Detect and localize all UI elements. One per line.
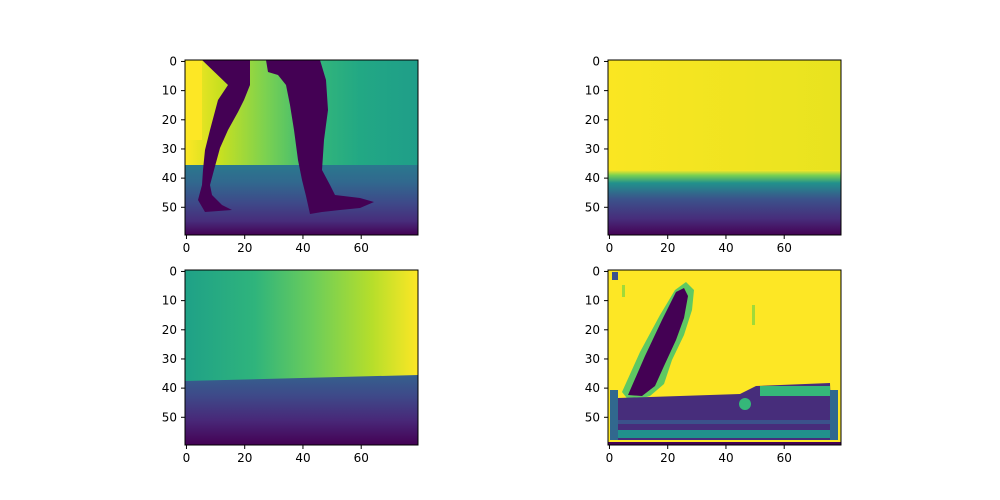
y-tick-label: 50 (162, 410, 177, 424)
y-tick-label: 50 (585, 200, 600, 214)
y-tick-label: 10 (162, 84, 177, 98)
x-tick-label: 0 (183, 451, 191, 465)
y-tick-label: 10 (585, 294, 600, 308)
x-tick-label: 20 (237, 241, 252, 255)
x-tick-label: 20 (237, 451, 252, 465)
x-tick-label: 60 (354, 451, 369, 465)
y-tick-label: 20 (162, 113, 177, 127)
x-tick-label: 40 (295, 241, 310, 255)
y-ticks-bottom-left: 0 10 20 30 40 50 (162, 264, 185, 424)
y-tick-label: 20 (585, 323, 600, 337)
y-tick-label: 30 (162, 352, 177, 366)
y-tick-label: 10 (585, 84, 600, 98)
heatmap-panel-top-left: 0 20 40 60 0 10 20 30 40 50 (162, 54, 418, 255)
x-tick-label: 40 (295, 451, 310, 465)
y-ticks-top-left: 0 10 20 30 40 50 (162, 54, 185, 214)
y-ticks-bottom-right: 0 10 20 30 40 50 (585, 264, 608, 424)
x-tick-label: 60 (777, 451, 792, 465)
heatmap-image-bottom-right (608, 270, 841, 445)
y-tick-label: 10 (162, 294, 177, 308)
heatmap-image-top-right (608, 60, 841, 235)
heatmap-panel-bottom-right: 0 20 40 60 0 10 20 30 40 50 (585, 264, 841, 465)
x-tick-label: 40 (718, 451, 733, 465)
y-tick-label: 20 (585, 113, 600, 127)
y-tick-label: 0 (592, 264, 600, 278)
y-tick-label: 40 (162, 381, 177, 395)
y-tick-label: 0 (592, 54, 600, 68)
heatmap-image-bottom-left (185, 270, 418, 445)
y-tick-label: 0 (169, 264, 177, 278)
x-tick-label: 0 (606, 241, 614, 255)
y-tick-label: 50 (162, 200, 177, 214)
y-tick-label: 50 (585, 410, 600, 424)
heatmap-panel-bottom-left: 0 20 40 60 0 10 20 30 40 50 (162, 264, 418, 465)
y-tick-label: 30 (585, 142, 600, 156)
y-tick-label: 30 (162, 142, 177, 156)
x-ticks-top-right: 0 20 40 60 (606, 235, 792, 255)
x-ticks-top-left: 0 20 40 60 (183, 235, 369, 255)
x-tick-label: 60 (777, 241, 792, 255)
x-tick-label: 40 (718, 241, 733, 255)
y-tick-label: 40 (162, 171, 177, 185)
y-tick-label: 40 (585, 171, 600, 185)
x-tick-label: 0 (183, 241, 191, 255)
y-tick-label: 0 (169, 54, 177, 68)
y-ticks-top-right: 0 10 20 30 40 50 (585, 54, 608, 214)
x-tick-label: 60 (354, 241, 369, 255)
x-tick-label: 20 (660, 451, 675, 465)
x-tick-label: 20 (660, 241, 675, 255)
x-ticks-bottom-left: 0 20 40 60 (183, 445, 369, 465)
y-tick-label: 20 (162, 323, 177, 337)
x-tick-label: 0 (606, 451, 614, 465)
heatmap-image-top-left (185, 60, 418, 235)
heatmap-panel-top-right: 0 20 40 60 0 10 20 30 40 50 (585, 54, 841, 255)
y-tick-label: 30 (585, 352, 600, 366)
x-ticks-bottom-right: 0 20 40 60 (606, 445, 792, 465)
y-tick-label: 40 (585, 381, 600, 395)
